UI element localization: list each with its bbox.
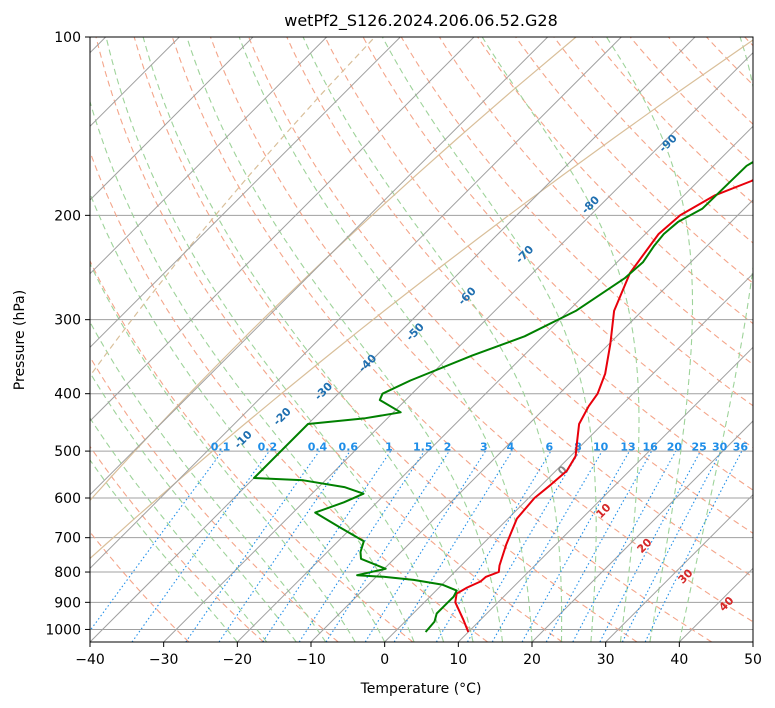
isotherm-line [531,420,753,642]
mixing-ratio-label: 0.6 [339,441,359,454]
moist-adiabat [90,262,356,642]
x-axis-label: Temperature (°C) [360,681,482,697]
mixing-ratio-label: 0.2 [258,441,278,454]
x-tick-label: 40 [670,652,688,668]
mixing-ratio-label: 16 [642,441,658,454]
y-tick-label: 500 [54,444,81,460]
dry-adiabat [324,37,753,491]
dry-adiabat [171,37,712,642]
mixing-ratio-label: 8 [574,441,582,454]
moist-adiabat [678,37,753,642]
dry-adiabat [515,37,753,284]
x-tick-label: 20 [523,652,541,668]
y-tick-label: 300 [54,313,81,329]
mixing-ratio-label: 3 [480,441,488,454]
moist-adiabat [238,37,533,642]
mixing-ratio-line [131,450,270,642]
y-tick-label: 400 [54,387,81,403]
x-axis: −40 −30 −20 −10 0 10 20 30 40 50 [75,642,762,668]
isotherm-line [90,37,549,496]
mixing-ratio-line [298,450,425,642]
mixing-ratio-line [572,450,677,642]
mixing-ratio-line [545,450,653,642]
dry-adiabat [90,259,414,642]
moist-adiabat [302,37,563,642]
x-tick-label: −40 [75,652,105,668]
isotherm-line [384,272,753,642]
isotherm-line [90,37,622,570]
x-tick-label: −20 [223,652,253,668]
y-tick-label: 800 [54,565,81,581]
mixing-ratio-label: 2 [444,441,452,454]
y-tick-label: 1000 [45,622,81,638]
plot-frame [89,36,754,643]
y-tick-label: 100 [54,30,81,46]
isotherm-line [90,37,328,275]
y-axis: 100 200 300 400 500 600 700 800 900 1000 [45,30,90,638]
mixing-ratio-label: 36 [733,441,749,454]
mixing-ratio-label: 0.4 [308,441,328,454]
isotherm-line [163,51,753,642]
plot-area: 0.10.20.40.611.52346810131620253036-100-… [90,37,753,642]
x-tick-label: −10 [296,652,326,668]
x-tick-label: 50 [744,652,762,668]
mixing-ratio-line [218,450,351,642]
mixing-ratio-label: 10 [593,441,609,454]
mixing-ratio-label: 6 [545,441,553,454]
mixing-ratio-line [185,450,320,642]
dry-adiabat [90,445,264,642]
mixing-ratio-label: 1.5 [413,441,433,454]
moist-adiabat [90,320,327,642]
isotherm-line [236,125,753,642]
moist-adiabat [90,459,238,642]
dewpoint-profile [253,160,753,633]
isotherm-line [310,199,753,642]
isotherm-line [90,37,254,201]
mixing-ratio-label: 1 [385,441,393,454]
isotherm-line [605,493,753,642]
moist-adiabat [90,371,297,642]
dry-adiabat [209,37,753,623]
moist-adiabat [90,417,268,642]
y-tick-label: 200 [54,208,81,224]
moist-adiabat [105,37,445,642]
x-tick-label: 30 [597,652,615,668]
mixing-ratio-line [393,450,513,642]
mixing-ratio-label: 0.1 [211,441,231,454]
mixing-ratio-label: 13 [620,441,635,454]
isotherm-line [457,346,753,642]
chart-title: wetPf2_S126.2024.206.06.52.G28 [284,11,558,31]
mixing-ratio-label: 30 [712,441,728,454]
dry-adiabat [95,37,563,642]
mixing-ratio-line [644,450,743,642]
mixing-ratio-label: 25 [691,441,706,454]
mixing-ratio-line [90,450,223,632]
moist-adiabat [606,37,694,642]
y-tick-label: 600 [54,491,81,507]
x-tick-label: −30 [149,652,179,668]
dry-adiabat [90,356,339,642]
isotherm-line [90,37,401,349]
isotherm-line [90,37,696,642]
lcl-curve [90,37,376,377]
lcl-curve [90,37,577,502]
x-tick-label: 0 [380,652,389,668]
mixing-ratio-label: 4 [507,441,515,454]
dry-adiabat [286,37,753,534]
moist-adiabat [381,37,597,642]
y-tick-label: 700 [54,531,81,547]
dry-adiabat [133,37,638,642]
moist-adiabat [90,192,386,642]
temperature-profile [454,179,753,633]
moist-adiabat [186,37,504,642]
x-tick-label: 10 [449,652,467,668]
mixing-ratio-line [521,450,630,642]
y-axis-label: Pressure (hPa) [12,290,28,390]
y-tick-label: 900 [54,595,81,611]
mixing-ratio-label: 20 [667,441,683,454]
dry-adiabat [248,37,753,578]
isotherm-line [90,37,475,422]
moist-adiabat [142,37,474,642]
